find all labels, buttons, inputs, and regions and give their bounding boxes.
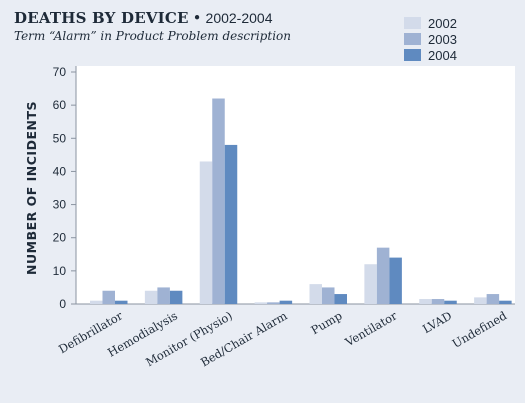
y-tick-label: 60 [53,98,67,112]
bar-2004 [444,300,457,304]
y-tick-label: 10 [53,264,67,278]
bar-2003 [157,287,170,304]
y-tick-label: 50 [53,131,67,145]
bar-2004 [169,290,183,304]
y-tick-label: 30 [53,198,67,212]
y-tick-label: 0 [59,297,66,311]
x-category-label: Pump [309,308,345,337]
x-category-label: Undefined [450,308,510,351]
bar-2004 [279,300,293,304]
bar-2003 [212,98,225,304]
chart-subtitle: Term “Alarm” in Product Problem descript… [14,29,291,43]
legend-item-2003: 2003 [404,31,457,47]
bar-2004 [389,257,402,304]
bar-2002 [364,264,377,304]
bar-2004 [115,300,128,304]
x-category-label: Ventilator [342,308,400,350]
bar-2002 [419,299,432,304]
bar-2002 [254,302,268,304]
bar-2003 [267,302,280,304]
title-years: 2002-2004 [205,10,273,26]
bar-2003 [322,287,335,304]
legend-swatch [404,33,421,45]
y-tick-label: 40 [53,164,67,178]
x-category-label: LVAD [420,308,454,336]
legend-label: 2003 [428,31,457,47]
title-main: DEATHS BY DEVICE [14,9,189,27]
legend-swatch [404,17,421,29]
bar-2003 [102,290,115,304]
legend-label: 2002 [428,15,457,31]
legend-item-2004: 2004 [404,47,457,63]
y-tick-label: 70 [53,65,67,79]
title-separator: • [192,9,202,27]
bar-2002 [144,290,158,304]
bar-2002 [474,297,487,304]
legend-swatch [404,49,421,61]
bar-2002 [309,284,322,304]
bar-2004 [334,294,347,304]
bar-2002 [199,161,213,304]
y-axis-title: NUMBER OF INCIDENTS [24,101,39,275]
plot-area [76,66,515,304]
bar-2003 [376,247,390,304]
bar-2002 [90,300,103,304]
bar-2004 [224,144,238,304]
y-tick-label: 20 [53,231,67,245]
bar-2003 [431,299,445,304]
legend-label: 2004 [428,47,457,63]
legend: 2002 2003 2004 [404,15,457,63]
bar-2004 [499,300,512,304]
bar-2003 [486,294,500,304]
legend-item-2002: 2002 [404,15,457,31]
chart-title: DEATHS BY DEVICE • 2002-2004 [14,9,272,27]
